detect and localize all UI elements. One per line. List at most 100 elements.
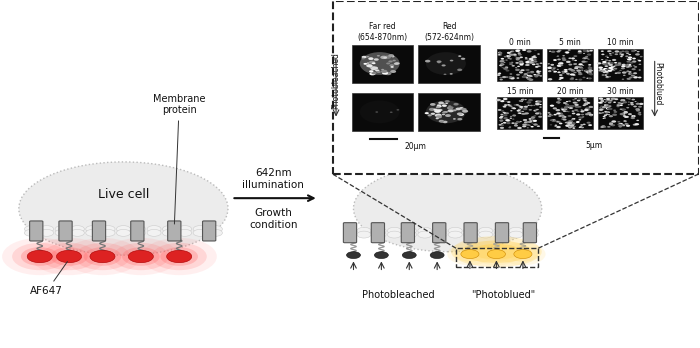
Circle shape (605, 56, 608, 57)
Circle shape (618, 125, 622, 127)
Circle shape (637, 59, 640, 61)
Circle shape (372, 231, 386, 238)
Bar (419, 93, 480, 131)
Circle shape (606, 98, 610, 100)
Circle shape (32, 238, 106, 275)
Circle shape (578, 79, 582, 81)
Circle shape (557, 64, 561, 66)
Circle shape (632, 61, 636, 63)
Circle shape (533, 55, 536, 57)
Circle shape (437, 104, 441, 106)
Circle shape (522, 124, 527, 126)
Circle shape (445, 102, 448, 104)
Circle shape (574, 68, 576, 69)
Circle shape (621, 124, 624, 126)
Ellipse shape (426, 52, 466, 75)
Circle shape (621, 113, 625, 115)
Circle shape (635, 53, 640, 56)
Circle shape (589, 73, 593, 76)
Circle shape (612, 70, 615, 71)
Circle shape (509, 104, 512, 106)
Circle shape (498, 54, 500, 55)
Circle shape (526, 72, 531, 73)
Circle shape (461, 109, 464, 110)
Bar (547, 97, 593, 129)
Circle shape (632, 116, 635, 117)
FancyBboxPatch shape (168, 221, 181, 241)
Circle shape (608, 64, 613, 66)
Circle shape (583, 53, 585, 54)
Circle shape (558, 112, 563, 115)
Circle shape (575, 106, 580, 108)
Ellipse shape (19, 162, 228, 255)
Circle shape (631, 99, 635, 101)
Circle shape (588, 124, 592, 126)
Circle shape (519, 71, 522, 72)
Circle shape (514, 104, 517, 106)
Circle shape (528, 125, 531, 126)
Circle shape (396, 109, 399, 111)
Circle shape (624, 123, 627, 124)
Circle shape (559, 62, 564, 64)
Circle shape (570, 105, 575, 107)
Circle shape (585, 113, 589, 115)
Circle shape (511, 107, 515, 109)
Circle shape (517, 122, 520, 123)
Circle shape (387, 227, 401, 234)
Circle shape (587, 109, 590, 110)
Circle shape (517, 53, 521, 54)
Circle shape (606, 73, 608, 74)
Circle shape (501, 60, 505, 61)
Circle shape (501, 123, 503, 124)
Circle shape (531, 119, 533, 120)
Circle shape (539, 104, 542, 105)
Circle shape (463, 231, 477, 238)
Circle shape (178, 226, 192, 232)
Circle shape (606, 65, 609, 67)
Circle shape (604, 114, 606, 115)
Circle shape (556, 50, 560, 53)
Circle shape (147, 229, 161, 236)
Circle shape (556, 101, 560, 103)
Circle shape (504, 56, 507, 57)
Circle shape (504, 104, 508, 106)
Circle shape (519, 111, 522, 112)
Circle shape (598, 112, 602, 114)
Circle shape (573, 102, 577, 104)
Circle shape (624, 111, 628, 113)
Circle shape (624, 116, 627, 118)
Circle shape (602, 106, 606, 108)
Circle shape (563, 110, 566, 112)
Circle shape (40, 226, 54, 232)
Circle shape (502, 76, 506, 78)
Circle shape (558, 50, 561, 52)
Circle shape (436, 106, 440, 108)
Circle shape (508, 57, 510, 59)
Circle shape (517, 110, 521, 112)
Circle shape (536, 101, 540, 103)
Circle shape (147, 226, 161, 232)
Circle shape (515, 57, 520, 59)
Circle shape (445, 114, 451, 117)
Circle shape (601, 59, 603, 60)
Circle shape (622, 50, 624, 52)
Circle shape (629, 77, 633, 78)
Circle shape (600, 112, 602, 113)
Circle shape (499, 119, 503, 121)
Circle shape (209, 229, 223, 236)
Bar (598, 97, 643, 129)
Circle shape (570, 78, 574, 80)
Circle shape (418, 231, 432, 238)
Circle shape (608, 108, 612, 110)
Circle shape (504, 112, 507, 114)
Circle shape (540, 113, 542, 114)
Circle shape (394, 63, 398, 65)
Circle shape (517, 127, 522, 129)
Circle shape (550, 64, 554, 66)
Circle shape (461, 58, 466, 60)
Circle shape (560, 64, 564, 66)
Circle shape (575, 68, 578, 69)
Circle shape (556, 112, 561, 114)
Circle shape (499, 77, 503, 79)
Circle shape (614, 62, 617, 64)
